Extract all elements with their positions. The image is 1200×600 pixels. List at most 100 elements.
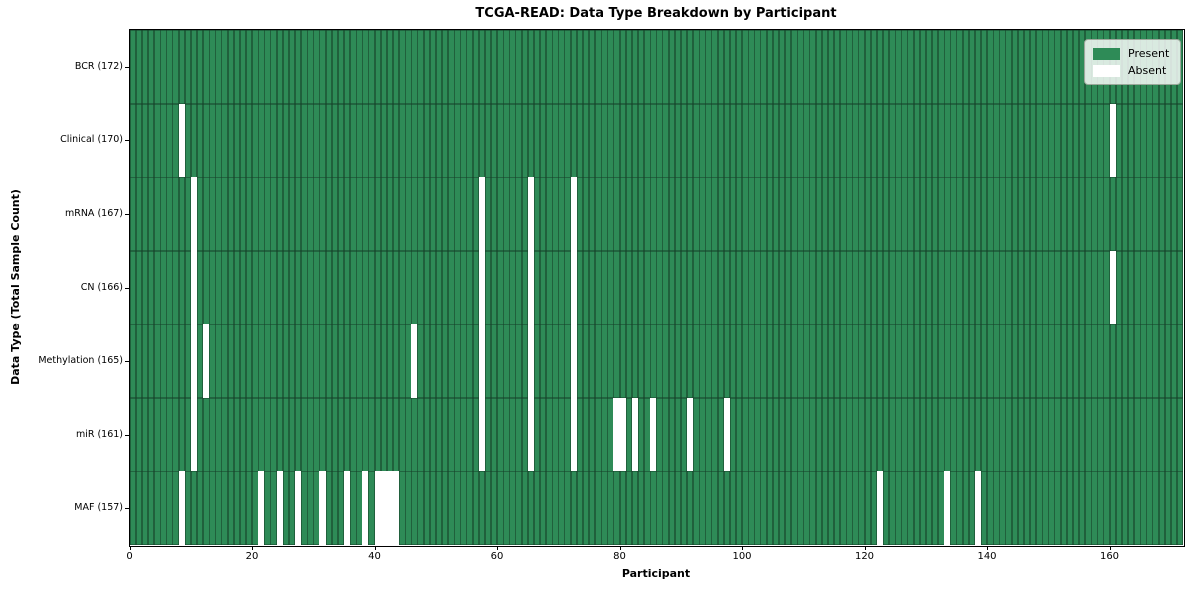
cell-present <box>1036 324 1043 399</box>
cell-present <box>1115 177 1123 252</box>
cell-present <box>154 397 161 472</box>
cell-present <box>258 397 265 472</box>
cell-present <box>319 324 326 399</box>
cell-present <box>766 177 774 252</box>
cell-present <box>631 30 639 105</box>
cell-present <box>711 397 718 472</box>
cell-present <box>539 324 547 399</box>
cell-present <box>809 397 816 472</box>
cell-present <box>919 250 927 325</box>
cell-present <box>147 30 155 105</box>
cell-present <box>876 103 884 178</box>
cell-present <box>245 103 253 178</box>
cell-present <box>515 397 522 472</box>
cell-present <box>913 103 921 178</box>
cell-present <box>827 177 835 252</box>
cell-present <box>968 30 976 105</box>
cell-present <box>656 177 663 252</box>
cell-present <box>313 103 320 178</box>
cell-present <box>729 177 737 252</box>
cell-present <box>331 103 339 178</box>
cell-present <box>362 324 369 399</box>
x-tick-mark <box>1109 546 1111 550</box>
cell-present <box>803 471 810 545</box>
cell-present <box>282 30 290 105</box>
cell-present <box>460 250 467 325</box>
cell-present <box>1115 103 1123 178</box>
cell-present <box>215 177 222 252</box>
cell-present <box>815 397 823 472</box>
cell-present <box>1109 471 1117 545</box>
cell-present <box>539 471 547 545</box>
cell-present <box>889 250 896 325</box>
cell-present <box>497 250 504 325</box>
cell-present <box>521 471 529 545</box>
cell-present <box>705 324 712 399</box>
cell-present <box>925 397 933 472</box>
cell-present <box>270 103 277 178</box>
cell-present <box>405 324 412 399</box>
cell-present <box>1029 397 1037 472</box>
cell-present <box>374 250 382 325</box>
cell-present <box>919 471 927 545</box>
cell-present <box>350 397 357 472</box>
cell-present <box>129 471 137 545</box>
cell-present <box>154 30 161 105</box>
cell-present <box>417 250 424 325</box>
cell-present <box>1121 177 1129 252</box>
cell-present <box>662 471 669 545</box>
cell-present <box>1085 177 1092 252</box>
cell-present <box>699 324 706 399</box>
cell-present <box>399 177 406 252</box>
cell-present <box>386 177 394 252</box>
cell-present <box>490 250 498 325</box>
cell-present <box>717 30 725 105</box>
cell-present <box>399 250 406 325</box>
cell-present <box>809 30 816 105</box>
cell-present <box>956 471 963 545</box>
cell-present <box>564 471 571 545</box>
cell-present <box>239 324 247 399</box>
cell-present <box>1048 250 1055 325</box>
cell-present <box>876 250 884 325</box>
cell-present <box>209 324 216 399</box>
y-tick-mark <box>125 66 129 68</box>
cell-present <box>1134 397 1141 472</box>
cell-present <box>178 324 186 399</box>
cell-present <box>723 103 731 178</box>
cell-absent <box>392 471 400 545</box>
cell-absent <box>478 324 486 399</box>
cell-present <box>331 324 339 399</box>
cell-present <box>1023 250 1031 325</box>
cell-present <box>1158 324 1166 399</box>
cell-absent <box>613 397 620 472</box>
cell-present <box>748 103 755 178</box>
cell-present <box>301 471 308 545</box>
cell-present <box>1121 324 1129 399</box>
cell-present <box>613 30 620 105</box>
cell-present <box>601 103 608 178</box>
cell-present <box>619 250 627 325</box>
cell-present <box>735 30 743 105</box>
cell-present <box>717 397 725 472</box>
cell-present <box>864 103 872 178</box>
cell-absent <box>258 471 265 545</box>
cell-present <box>876 397 884 472</box>
cell-present <box>631 103 639 178</box>
cell-present <box>803 177 810 252</box>
cell-absent <box>570 324 578 399</box>
cell-present <box>1036 397 1043 472</box>
cell-present <box>276 30 284 105</box>
x-tick-mark <box>129 546 131 550</box>
cell-present <box>1017 30 1025 105</box>
cell-present <box>999 177 1006 252</box>
cell-present <box>374 324 382 399</box>
cell-present <box>190 103 198 178</box>
cell-present <box>778 324 786 399</box>
cell-present <box>919 177 927 252</box>
cell-present <box>546 471 553 545</box>
cell-present <box>448 397 455 472</box>
cell-present <box>472 250 480 325</box>
cell-present <box>674 30 682 105</box>
cell-present <box>815 250 823 325</box>
